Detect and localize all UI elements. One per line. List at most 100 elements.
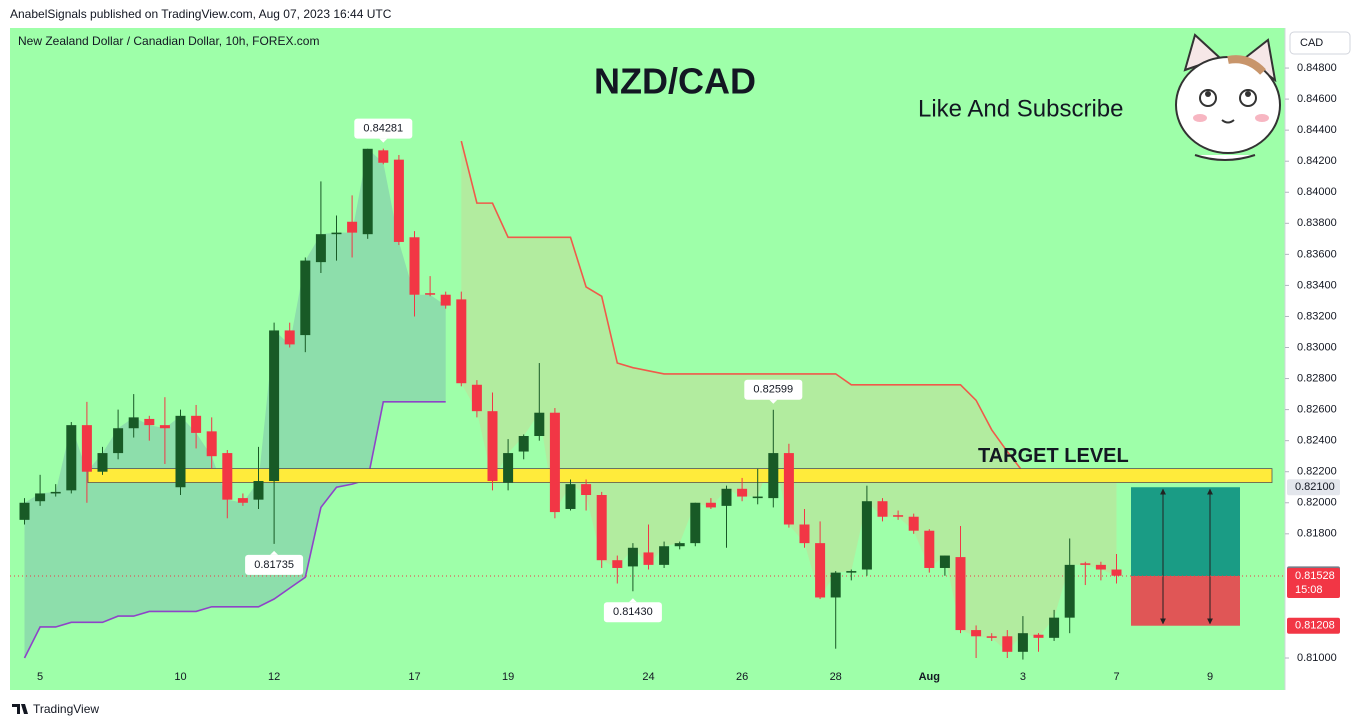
footer-bar (0, 690, 1355, 727)
price-tag (1287, 479, 1340, 496)
candle-body (300, 260, 311, 336)
candle-body (674, 543, 685, 547)
y-tick-label: 0.81800 (1297, 528, 1337, 540)
annotation-pointer (379, 138, 388, 143)
profit-zone (1131, 487, 1240, 577)
annotation-label: 0.84281 (363, 123, 403, 135)
plot-layer: TARGET LEVEL 0.84281 0.82599 0.81735 0.81430… (10, 118, 1285, 683)
price-annotation: 0.81735 (245, 550, 304, 575)
candle-body (627, 547, 638, 567)
annotation-label: 0.81430 (613, 606, 653, 618)
candle-body (971, 630, 982, 637)
y-tick-label: 0.82000 (1297, 497, 1337, 509)
candle-body (128, 417, 139, 429)
price-tag-label: 0.82100 (1295, 481, 1335, 493)
candle-body (893, 515, 904, 517)
y-tick-label: 0.83400 (1297, 279, 1337, 291)
price-annotation: 0.82599 (744, 379, 803, 404)
x-tick-label: 10 (174, 671, 186, 683)
loss-zone (1131, 576, 1240, 626)
y-tick-label: 0.83200 (1297, 310, 1337, 322)
price-annotation: 0.81430 (603, 598, 662, 623)
header-text: AnabelSignals published on TradingView.c… (10, 7, 392, 21)
candle-body (440, 294, 451, 306)
candle-body (861, 501, 872, 570)
candle-body (66, 425, 77, 491)
price-tag (1287, 617, 1340, 634)
y-tick-label: 0.84200 (1297, 155, 1337, 167)
candle-body (1064, 564, 1075, 618)
y-tick-label: 0.84000 (1297, 186, 1337, 198)
candle-body (159, 425, 170, 429)
candle-body (35, 493, 46, 502)
x-tick-label: 5 (37, 671, 43, 683)
x-tick-label: 24 (642, 671, 654, 683)
chart-title: NZD/CAD (594, 61, 756, 102)
y-tick-label: 0.82200 (1297, 466, 1337, 478)
candle-body (643, 552, 654, 565)
price-countdown: 15:08 (1295, 584, 1323, 596)
candle-body (456, 299, 467, 384)
annotation-label: 0.82599 (753, 384, 793, 396)
x-tick-label: 17 (408, 671, 420, 683)
candle-body (1002, 636, 1013, 652)
candle-body (503, 453, 514, 483)
y-tick-label: 0.84600 (1297, 93, 1337, 105)
candle-body (315, 234, 326, 263)
footer-text: TradingView (33, 702, 99, 716)
candle-body (721, 488, 732, 506)
candle-body (815, 543, 826, 598)
candle-body (549, 412, 560, 513)
y-tick-label: 0.82800 (1297, 372, 1337, 384)
x-tick-label: 3 (1020, 671, 1026, 683)
currency-button[interactable] (1289, 31, 1351, 55)
candle-body (705, 502, 716, 508)
candle-body (253, 481, 264, 500)
x-tick-label: 9 (1207, 671, 1213, 683)
candle-body (1033, 634, 1044, 638)
annotation-pointer (628, 598, 637, 603)
annotation-box (744, 379, 803, 400)
candle-body (565, 484, 576, 509)
y-tick-label: 0.81000 (1297, 652, 1337, 664)
candle-body (409, 237, 420, 295)
annotation-box (354, 118, 413, 139)
symbol-description: New Zealand Dollar / Canadian Dollar, 10… (18, 34, 319, 48)
annotation-pointer (270, 550, 279, 555)
candle-body (612, 560, 623, 568)
candle-body (783, 453, 794, 525)
candle-body (737, 488, 748, 497)
candle-body (50, 491, 61, 494)
candle-body (81, 425, 92, 472)
candle-body (690, 502, 701, 544)
annotation-box (245, 554, 304, 575)
y-tick-label: 0.82600 (1297, 404, 1337, 416)
candle-body (581, 484, 592, 496)
candle-body (908, 516, 919, 531)
x-tick-label: 28 (830, 671, 842, 683)
chart-subtitle: Like And Subscribe (918, 95, 1123, 122)
candle-body (269, 330, 280, 482)
annotation-box (603, 602, 662, 623)
candle-body (331, 232, 342, 235)
candle-body (830, 572, 841, 598)
candle-body (1095, 564, 1106, 570)
candle-body (1017, 633, 1028, 652)
x-tick-label: 7 (1113, 671, 1119, 683)
annotation-pointer (769, 399, 778, 404)
candle-body (752, 496, 763, 499)
candle-body (986, 636, 997, 638)
candle-body (487, 411, 498, 482)
lower_line (23, 401, 446, 659)
price-tag-label: 0.81208 (1295, 620, 1335, 632)
x-tick-label: 12 (268, 671, 280, 683)
candle-body (1080, 563, 1091, 565)
candle-body (877, 501, 888, 517)
candle-body (347, 221, 358, 233)
candle-body (362, 148, 373, 235)
candle-body (144, 418, 155, 426)
footer-logo (12, 704, 28, 714)
candle-body (1111, 569, 1122, 576)
x-tick-label: 26 (736, 671, 748, 683)
